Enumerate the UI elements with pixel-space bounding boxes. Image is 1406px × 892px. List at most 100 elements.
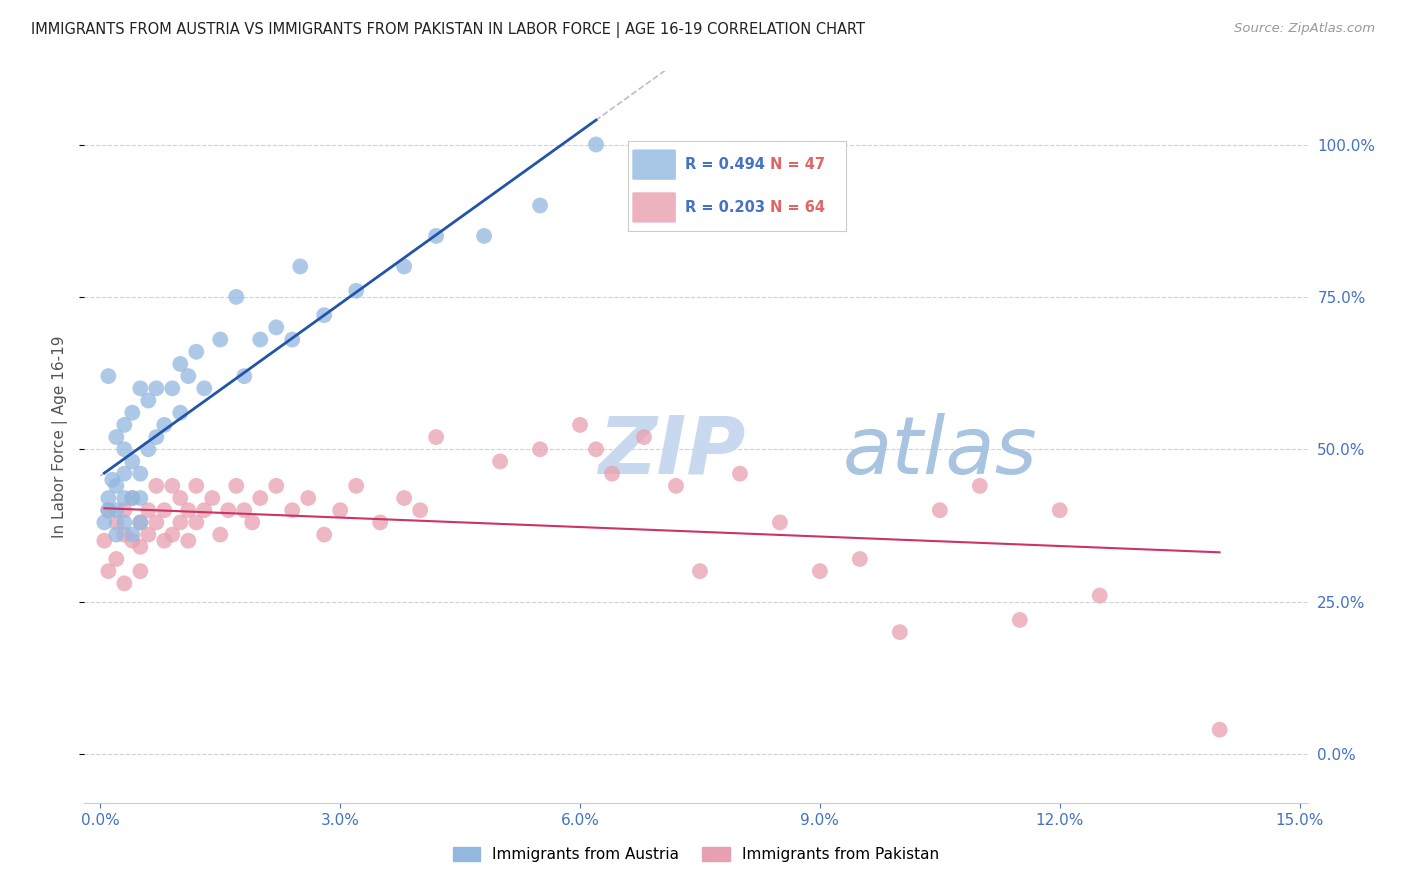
- Point: [209, 333, 232, 347]
- Point: [728, 467, 751, 481]
- Point: [233, 503, 256, 517]
- Point: [529, 198, 551, 212]
- Text: R = 0.494: R = 0.494: [685, 157, 765, 172]
- Point: [368, 516, 391, 530]
- Point: [105, 527, 128, 541]
- Point: [290, 260, 312, 274]
- Point: [129, 491, 152, 505]
- Point: [344, 284, 367, 298]
- Point: [425, 430, 447, 444]
- Point: [97, 503, 120, 517]
- Point: [177, 533, 200, 548]
- Point: [153, 417, 176, 432]
- Point: [264, 479, 287, 493]
- Point: [665, 479, 688, 493]
- Point: [112, 442, 135, 457]
- Point: [136, 393, 159, 408]
- Point: [769, 516, 792, 530]
- Point: [569, 417, 592, 432]
- Point: [101, 473, 124, 487]
- Point: [249, 333, 271, 347]
- Point: [145, 430, 167, 444]
- Point: [97, 564, 120, 578]
- Text: IMMIGRANTS FROM AUSTRIA VS IMMIGRANTS FROM PAKISTAN IN LABOR FORCE | AGE 16-19 C: IMMIGRANTS FROM AUSTRIA VS IMMIGRANTS FR…: [31, 22, 865, 38]
- Legend: Immigrants from Austria, Immigrants from Pakistan: Immigrants from Austria, Immigrants from…: [447, 841, 945, 868]
- Point: [129, 467, 152, 481]
- Text: N = 47: N = 47: [769, 157, 824, 172]
- Point: [121, 491, 143, 505]
- Point: [129, 540, 152, 554]
- Point: [409, 503, 432, 517]
- Point: [889, 625, 911, 640]
- Point: [112, 417, 135, 432]
- Point: [105, 552, 128, 566]
- Point: [121, 527, 143, 541]
- Point: [105, 430, 128, 444]
- Point: [105, 516, 128, 530]
- Point: [585, 442, 607, 457]
- Point: [849, 552, 872, 566]
- Point: [969, 479, 991, 493]
- Point: [112, 527, 135, 541]
- Point: [1208, 723, 1230, 737]
- Point: [93, 533, 115, 548]
- Point: [193, 503, 215, 517]
- Point: [529, 442, 551, 457]
- Point: [585, 137, 607, 152]
- Point: [97, 503, 120, 517]
- Point: [633, 430, 655, 444]
- Point: [217, 503, 239, 517]
- Point: [105, 479, 128, 493]
- Point: [489, 454, 512, 468]
- Point: [136, 527, 159, 541]
- Point: [201, 491, 224, 505]
- FancyBboxPatch shape: [633, 193, 676, 223]
- Point: [297, 491, 319, 505]
- Point: [97, 369, 120, 384]
- Point: [145, 479, 167, 493]
- Y-axis label: In Labor Force | Age 16-19: In Labor Force | Age 16-19: [52, 335, 69, 539]
- Point: [225, 479, 247, 493]
- Point: [344, 479, 367, 493]
- Text: R = 0.203: R = 0.203: [685, 200, 765, 215]
- Point: [193, 381, 215, 395]
- Point: [169, 516, 191, 530]
- Point: [264, 320, 287, 334]
- Point: [121, 491, 143, 505]
- Text: N = 64: N = 64: [769, 200, 824, 215]
- Point: [600, 467, 623, 481]
- Point: [121, 406, 143, 420]
- Point: [129, 516, 152, 530]
- Point: [1049, 503, 1071, 517]
- Point: [169, 406, 191, 420]
- Point: [1088, 589, 1111, 603]
- Point: [145, 516, 167, 530]
- Point: [928, 503, 950, 517]
- Point: [153, 503, 176, 517]
- Point: [112, 576, 135, 591]
- Point: [329, 503, 352, 517]
- Text: atlas: atlas: [842, 413, 1038, 491]
- Point: [186, 344, 208, 359]
- Point: [162, 381, 184, 395]
- Point: [112, 516, 135, 530]
- Point: [97, 491, 120, 505]
- Point: [249, 491, 271, 505]
- Point: [281, 503, 304, 517]
- Point: [121, 533, 143, 548]
- Point: [1008, 613, 1031, 627]
- Point: [145, 381, 167, 395]
- Point: [121, 454, 143, 468]
- Point: [112, 503, 135, 517]
- Point: [169, 357, 191, 371]
- Point: [153, 533, 176, 548]
- Point: [93, 516, 115, 530]
- Point: [314, 308, 336, 322]
- Point: [314, 527, 336, 541]
- Point: [177, 503, 200, 517]
- Point: [225, 290, 247, 304]
- Text: Source: ZipAtlas.com: Source: ZipAtlas.com: [1234, 22, 1375, 36]
- Point: [112, 491, 135, 505]
- Point: [808, 564, 831, 578]
- Point: [169, 491, 191, 505]
